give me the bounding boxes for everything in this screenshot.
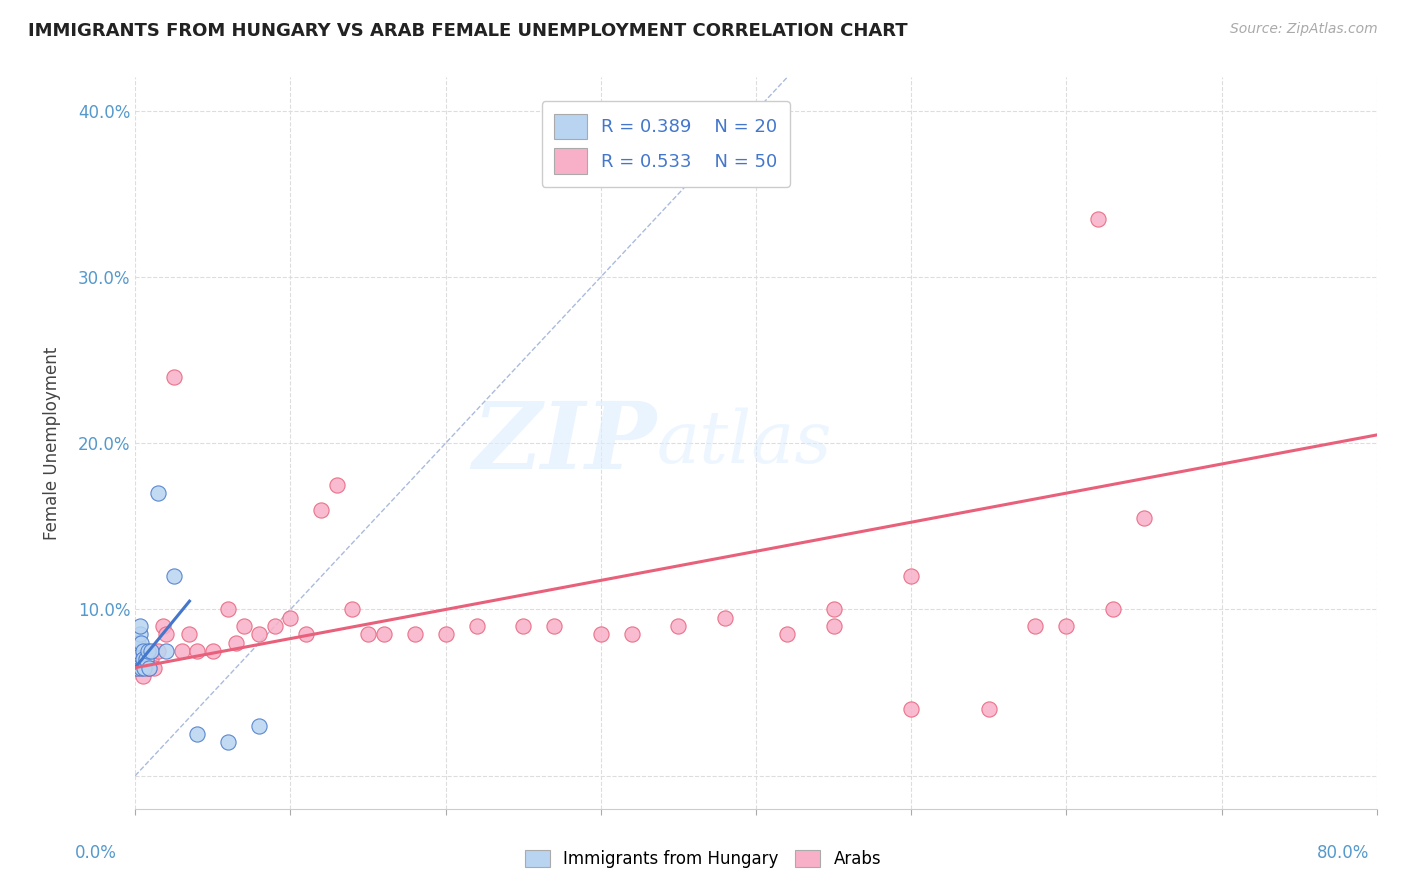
Point: [900, 569, 922, 583]
Point: [589, 627, 612, 641]
Point: [131, 661, 153, 675]
Point: [155, 627, 177, 641]
Point: [139, 644, 162, 658]
Point: [155, 644, 177, 658]
Point: [127, 661, 149, 675]
Point: [142, 661, 165, 675]
Text: IMMIGRANTS FROM HUNGARY VS ARAB FEMALE UNEMPLOYMENT CORRELATION CHART: IMMIGRANTS FROM HUNGARY VS ARAB FEMALE U…: [28, 22, 908, 40]
Point: [138, 661, 160, 675]
Point: [823, 619, 845, 633]
Point: [128, 627, 150, 641]
Point: [434, 627, 457, 641]
Point: [465, 619, 488, 633]
Point: [152, 619, 174, 633]
Legend: R = 0.389    N = 20, R = 0.533    N = 50: R = 0.389 N = 20, R = 0.533 N = 50: [541, 101, 790, 186]
Point: [620, 627, 643, 641]
Point: [125, 661, 148, 675]
Point: [128, 619, 150, 633]
Point: [404, 627, 426, 641]
Point: [132, 644, 155, 658]
Point: [1056, 619, 1078, 633]
Point: [135, 652, 157, 666]
Point: [714, 611, 737, 625]
Point: [132, 652, 155, 666]
Point: [326, 477, 349, 491]
Text: Source: ZipAtlas.com: Source: ZipAtlas.com: [1230, 22, 1378, 37]
Point: [543, 619, 565, 633]
Point: [776, 627, 799, 641]
Point: [900, 702, 922, 716]
Point: [311, 502, 333, 516]
Point: [247, 719, 270, 733]
Point: [263, 619, 285, 633]
Point: [134, 644, 156, 658]
Point: [225, 636, 247, 650]
Point: [170, 644, 193, 658]
Point: [131, 661, 153, 675]
Point: [135, 652, 157, 666]
Y-axis label: Female Unemployment: Female Unemployment: [44, 347, 60, 540]
Point: [125, 661, 148, 675]
Point: [1133, 511, 1156, 525]
Point: [217, 735, 239, 749]
Point: [148, 486, 170, 500]
Point: [131, 636, 153, 650]
Point: [1102, 602, 1125, 616]
Point: [977, 702, 1000, 716]
Point: [232, 619, 254, 633]
Text: atlas: atlas: [657, 408, 832, 478]
Point: [127, 636, 149, 650]
Point: [823, 602, 845, 616]
Point: [179, 627, 201, 641]
Point: [138, 661, 160, 675]
Text: 80.0%: 80.0%: [1316, 844, 1369, 862]
Point: [186, 644, 208, 658]
Text: 0.0%: 0.0%: [75, 844, 117, 862]
Point: [139, 652, 162, 666]
Point: [148, 644, 170, 658]
Point: [280, 611, 302, 625]
Point: [136, 644, 159, 658]
Point: [217, 602, 239, 616]
Legend: Immigrants from Hungary, Arabs: Immigrants from Hungary, Arabs: [519, 843, 887, 875]
Point: [1024, 619, 1046, 633]
Text: ZIP: ZIP: [472, 398, 657, 488]
Point: [668, 619, 690, 633]
Point: [247, 627, 270, 641]
Point: [1087, 211, 1109, 226]
Point: [373, 627, 395, 641]
Point: [342, 602, 364, 616]
Point: [136, 661, 159, 675]
Point: [127, 644, 149, 658]
Point: [512, 619, 534, 633]
Point: [163, 369, 186, 384]
Point: [357, 627, 380, 641]
Point: [295, 627, 318, 641]
Point: [134, 661, 156, 675]
Point: [132, 669, 155, 683]
Point: [128, 652, 150, 666]
Point: [186, 727, 208, 741]
Point: [163, 569, 186, 583]
Point: [201, 644, 224, 658]
